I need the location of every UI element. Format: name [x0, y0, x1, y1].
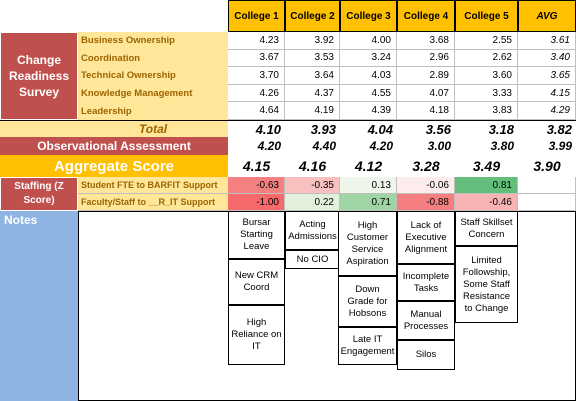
column-header: AVG	[518, 0, 576, 32]
aggregate-cell: 4.16	[298, 158, 327, 174]
observational-cell: 4.40	[312, 139, 336, 153]
survey-cell: 2.62	[455, 49, 518, 68]
corner-blank	[0, 0, 228, 32]
observational-label: Observational Assessment	[0, 137, 228, 155]
survey-cell: 3.40	[518, 49, 576, 68]
observational-cell: 4.20	[369, 139, 393, 153]
survey-row-label: Business Ownership	[81, 35, 175, 47]
column-header: College 5	[455, 0, 518, 32]
survey-cell: 3.64	[285, 67, 340, 85]
note-cell: Lack of Executive Alignment	[397, 211, 455, 264]
note-cell: Incomplete Tasks	[397, 264, 455, 301]
aggregate-label: Aggregate Score	[0, 155, 228, 177]
survey-cell: 3.65	[518, 67, 576, 85]
aggregate-cell: 4.12	[354, 158, 383, 174]
aggregate-cell: 4.15	[242, 158, 271, 174]
note-cell: Acting Admissions	[285, 211, 340, 250]
staffing-cell: -0.06	[397, 177, 455, 194]
column-header: College 3	[340, 0, 397, 32]
note-cell: Silos	[397, 340, 455, 370]
survey-cell: 3.60	[455, 67, 518, 85]
total-cell: 3.18	[455, 120, 518, 137]
observational-cell: 3.80	[490, 139, 514, 153]
observational-cell: 3.00	[427, 139, 451, 153]
staffing-cell: -0.35	[285, 177, 340, 194]
note-cell: Manual Processes	[397, 301, 455, 340]
aggregate-cell: 3.28	[412, 158, 440, 174]
staffing-cell: 0.71	[340, 194, 397, 211]
staffing-avg-blank	[518, 177, 576, 194]
staffing-row-label: Faculty/Staff to __R_IT Support	[78, 194, 228, 211]
survey-cell: 4.23	[228, 32, 285, 50]
note-cell: High Customer Service Aspiration	[338, 211, 397, 276]
survey-cell: 3.68	[397, 32, 455, 50]
survey-cell: 3.53	[285, 49, 340, 68]
note-cell: No CIO	[285, 250, 340, 269]
staffing-row-label: Student FTE to BARFIT Support	[78, 177, 228, 194]
staffing-cell: 0.81	[455, 177, 518, 194]
total-row-bg	[0, 120, 228, 137]
survey-cell: 4.55	[340, 84, 397, 103]
column-header: College 2	[285, 0, 340, 32]
survey-cell: 2.55	[455, 32, 518, 50]
staffing-cell: -0.46	[455, 194, 518, 211]
note-cell: New CRM Coord	[228, 259, 285, 305]
notes-label: Notes	[0, 211, 78, 401]
staffing-cell: -0.88	[397, 194, 455, 211]
survey-cell: 3.83	[455, 102, 518, 120]
note-cell: Late IT Engagement	[338, 327, 397, 365]
observational-cell: 4.20	[257, 139, 281, 153]
total-cell: 3.56	[397, 120, 455, 137]
total-cell: 4.04	[340, 120, 397, 137]
survey-cell: 4.37	[285, 84, 340, 103]
survey-labels-bg	[78, 32, 228, 120]
note-cell: Bursar Starting Leave	[228, 211, 285, 259]
survey-cell: 3.92	[285, 32, 340, 50]
survey-row-label: Knowledge Management	[81, 88, 193, 100]
survey-cell: 3.70	[228, 67, 285, 85]
total-label: Total	[138, 121, 168, 136]
survey-cell: 3.67	[228, 49, 285, 68]
note-cell: Staff Skillset Concern	[455, 211, 518, 246]
survey-row-label: Coordination	[81, 52, 141, 64]
survey-cell: 4.29	[518, 102, 576, 120]
survey-cell: 4.26	[228, 84, 285, 103]
survey-cell: 4.00	[340, 32, 397, 50]
staffing-cell: 0.13	[340, 177, 397, 194]
total-cell: 3.93	[285, 120, 340, 137]
staffing-avg-blank	[518, 194, 576, 211]
survey-cell: 4.07	[397, 84, 455, 103]
survey-cell: 4.18	[397, 102, 455, 120]
survey-cell: 4.64	[228, 102, 285, 120]
survey-cell: 2.89	[397, 67, 455, 85]
survey-cell: 3.24	[340, 49, 397, 68]
staffing-label: Staffing (Z Score)	[0, 177, 78, 211]
survey-cell: 3.33	[455, 84, 518, 103]
column-header: College 1	[228, 0, 285, 32]
survey-cell: 4.39	[340, 102, 397, 120]
column-header: College 4	[397, 0, 455, 32]
aggregate-cell: 3.90	[533, 158, 561, 174]
survey-row-label: Technical Ownership	[81, 70, 176, 82]
note-cell: High Reliance on IT	[228, 305, 285, 365]
survey-label: Change Readiness Survey	[0, 32, 78, 120]
note-cell: Down Grade for Hobsons	[338, 276, 397, 327]
observational-cell: 3.99	[548, 139, 572, 153]
survey-cell: 2.96	[397, 49, 455, 68]
survey-cell: 4.19	[285, 102, 340, 120]
staffing-cell: -1.00	[228, 194, 285, 211]
note-cell: Limited Followship, Some Staff Resistanc…	[455, 246, 518, 323]
survey-cell: 3.61	[518, 32, 576, 50]
total-cell: 4.10	[228, 120, 285, 137]
aggregate-cell: 3.49	[472, 158, 501, 174]
survey-cell: 4.15	[518, 84, 576, 103]
staffing-cell: 0.22	[285, 194, 340, 211]
survey-cell: 4.03	[340, 67, 397, 85]
total-cell: 3.82	[518, 120, 576, 137]
staffing-cell: -0.63	[228, 177, 285, 194]
survey-row-label: Leadership	[81, 105, 132, 117]
